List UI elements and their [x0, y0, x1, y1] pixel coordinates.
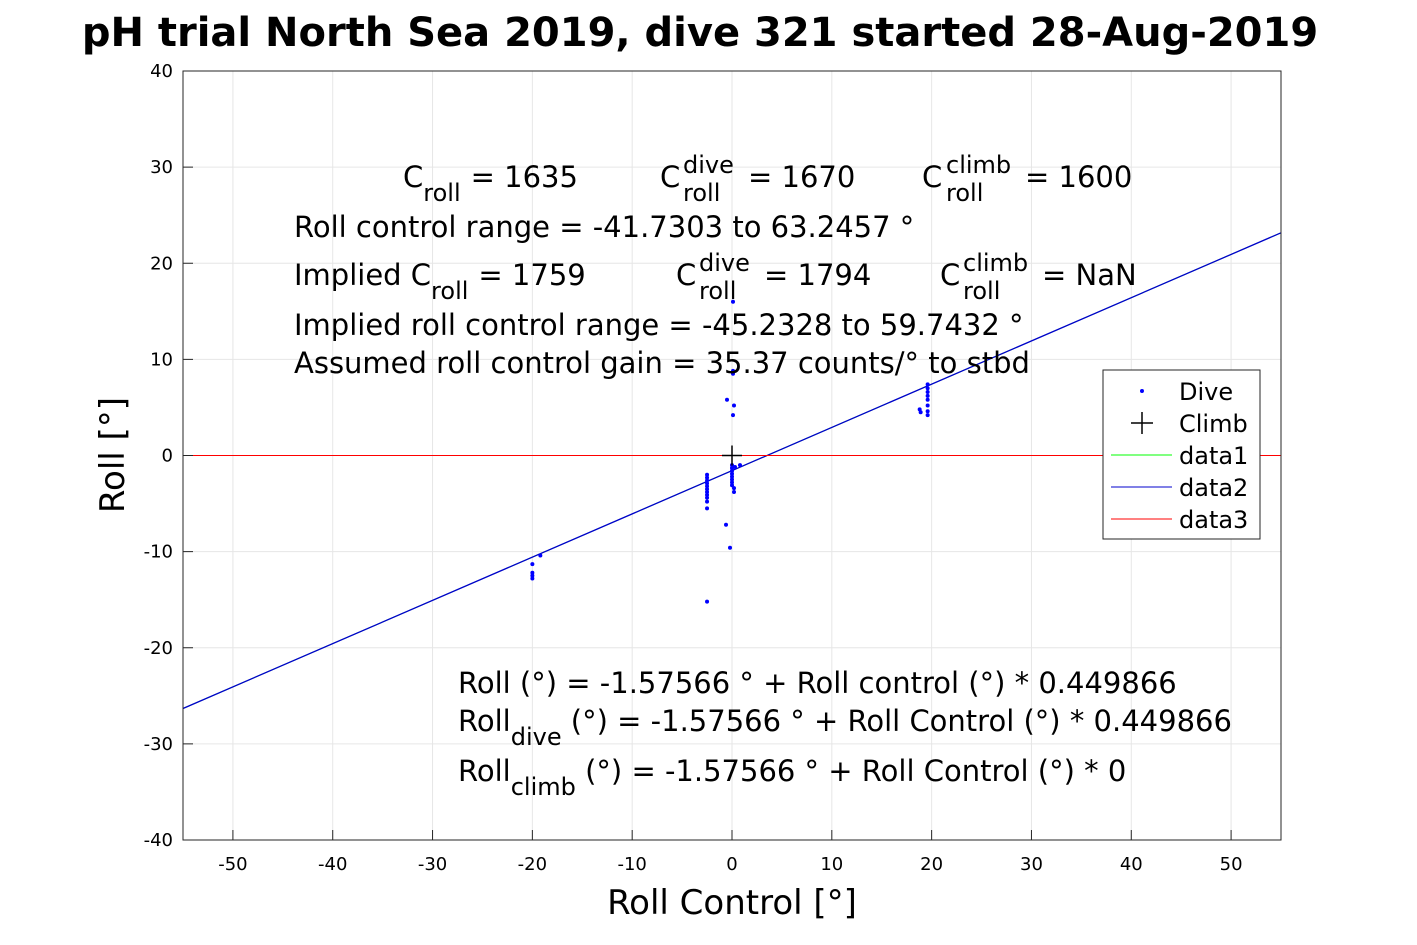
x-tick-label: 20 — [920, 854, 943, 875]
x-tick-label: 40 — [1120, 854, 1143, 875]
x-tick-label: -30 — [418, 854, 447, 875]
y-tick-label: -10 — [144, 542, 173, 563]
y-tick-label: 20 — [150, 253, 173, 274]
legend-label-dive: Dive — [1179, 378, 1233, 406]
legend-label-data3: data3 — [1179, 506, 1248, 534]
y-tick-label: 30 — [150, 157, 173, 178]
x-tick-label: -40 — [318, 854, 347, 875]
x-tick-label: 50 — [1220, 854, 1243, 875]
dive-point — [730, 480, 734, 485]
dive-point — [731, 403, 736, 408]
y-tick-label: -40 — [144, 830, 173, 851]
dive-point — [705, 472, 710, 477]
x-axis-label: Roll Control [°] — [607, 883, 857, 923]
chart-title: pH trial North Sea 2019, dive 321 starte… — [82, 10, 1318, 56]
dive-point — [705, 478, 710, 483]
dive-point — [705, 499, 710, 504]
c-roll-annotation: Croll = 1635 — [403, 160, 578, 207]
dive-point — [925, 386, 930, 391]
gain-annotation: Assumed roll control gain = 35.37 counts… — [294, 346, 1030, 380]
climb-point — [722, 445, 742, 466]
dive-point — [731, 490, 736, 495]
dive-point — [925, 393, 930, 398]
dive-point — [705, 475, 710, 480]
implied-c-roll-annotation: Implied Croll = 1759 — [294, 258, 586, 305]
dive-point — [728, 545, 733, 550]
dive-point — [730, 471, 734, 476]
dive-point — [730, 483, 734, 488]
y-tick-label: 40 — [150, 61, 173, 82]
y-tick-label: -30 — [144, 734, 173, 755]
legend-climb-marker — [1131, 412, 1153, 434]
legend-dive-marker — [1140, 389, 1144, 393]
y-axis-label: Roll [°] — [93, 397, 133, 513]
dive-point — [730, 468, 734, 473]
y-tick-label: -20 — [144, 638, 173, 659]
dive-point — [925, 382, 930, 387]
y-tick-label: 0 — [162, 446, 173, 467]
dive-point — [705, 487, 710, 492]
dive-point — [730, 299, 735, 304]
roll-range-annotation: Roll control range = -41.7303 to 63.2457… — [294, 210, 914, 244]
dive-point — [705, 481, 710, 486]
dive-point — [530, 573, 535, 578]
dive-point — [918, 410, 923, 415]
ticks: -50 -40 -30 -20 -10 0 10 20 30 40 50 -40 -30 -20 -10 0 1… — [144, 61, 1243, 875]
legend-label-data2: data2 — [1179, 474, 1248, 502]
dive-point — [925, 397, 930, 402]
dive-point — [925, 390, 930, 395]
dive-point — [737, 463, 742, 468]
legend: Dive Climb data1 data2 data3 — [1102, 369, 1261, 540]
dive-point — [724, 522, 729, 527]
dive-point — [730, 477, 734, 482]
x-tick-label: 30 — [1020, 854, 1043, 875]
dive-point — [538, 553, 543, 558]
dive-point — [732, 465, 737, 470]
dive-point — [705, 495, 710, 500]
points — [530, 299, 930, 604]
dive-point — [730, 368, 735, 373]
dive-point — [925, 413, 930, 418]
dive-point — [730, 371, 735, 376]
legend-label-climb: Climb — [1179, 410, 1248, 438]
dive-point — [530, 562, 535, 567]
equation-roll: Roll (°) = -1.57566 ° + Roll control (°)… — [458, 666, 1177, 700]
legend-label-data1: data1 — [1179, 442, 1248, 470]
equation-roll-dive: Rolldive (°) = -1.57566 ° + Roll Control… — [458, 704, 1232, 751]
dive-point — [705, 490, 710, 495]
dive-point — [530, 570, 535, 575]
equation-roll-climb: Rollclimb (°) = -1.57566 ° + Roll Contro… — [458, 754, 1126, 801]
x-tick-label: 10 — [820, 854, 843, 875]
x-tick-label: 0 — [726, 854, 737, 875]
dive-point — [925, 409, 930, 414]
x-tick-label: -10 — [617, 854, 646, 875]
implied-range-annotation: Implied roll control range = -45.2328 to… — [294, 308, 1024, 342]
x-tick-label: -20 — [518, 854, 547, 875]
dive-point — [705, 506, 710, 511]
dive-point — [730, 413, 735, 418]
dive-point — [731, 486, 736, 491]
dive-point — [705, 484, 710, 489]
dive-point — [530, 576, 535, 581]
dive-point — [730, 474, 734, 479]
dive-point — [925, 403, 930, 408]
y-tick-label: 10 — [150, 349, 173, 370]
dive-point — [705, 599, 710, 604]
x-tick-label: -50 — [218, 854, 247, 875]
dive-point — [705, 492, 710, 497]
dive-point — [725, 397, 730, 402]
